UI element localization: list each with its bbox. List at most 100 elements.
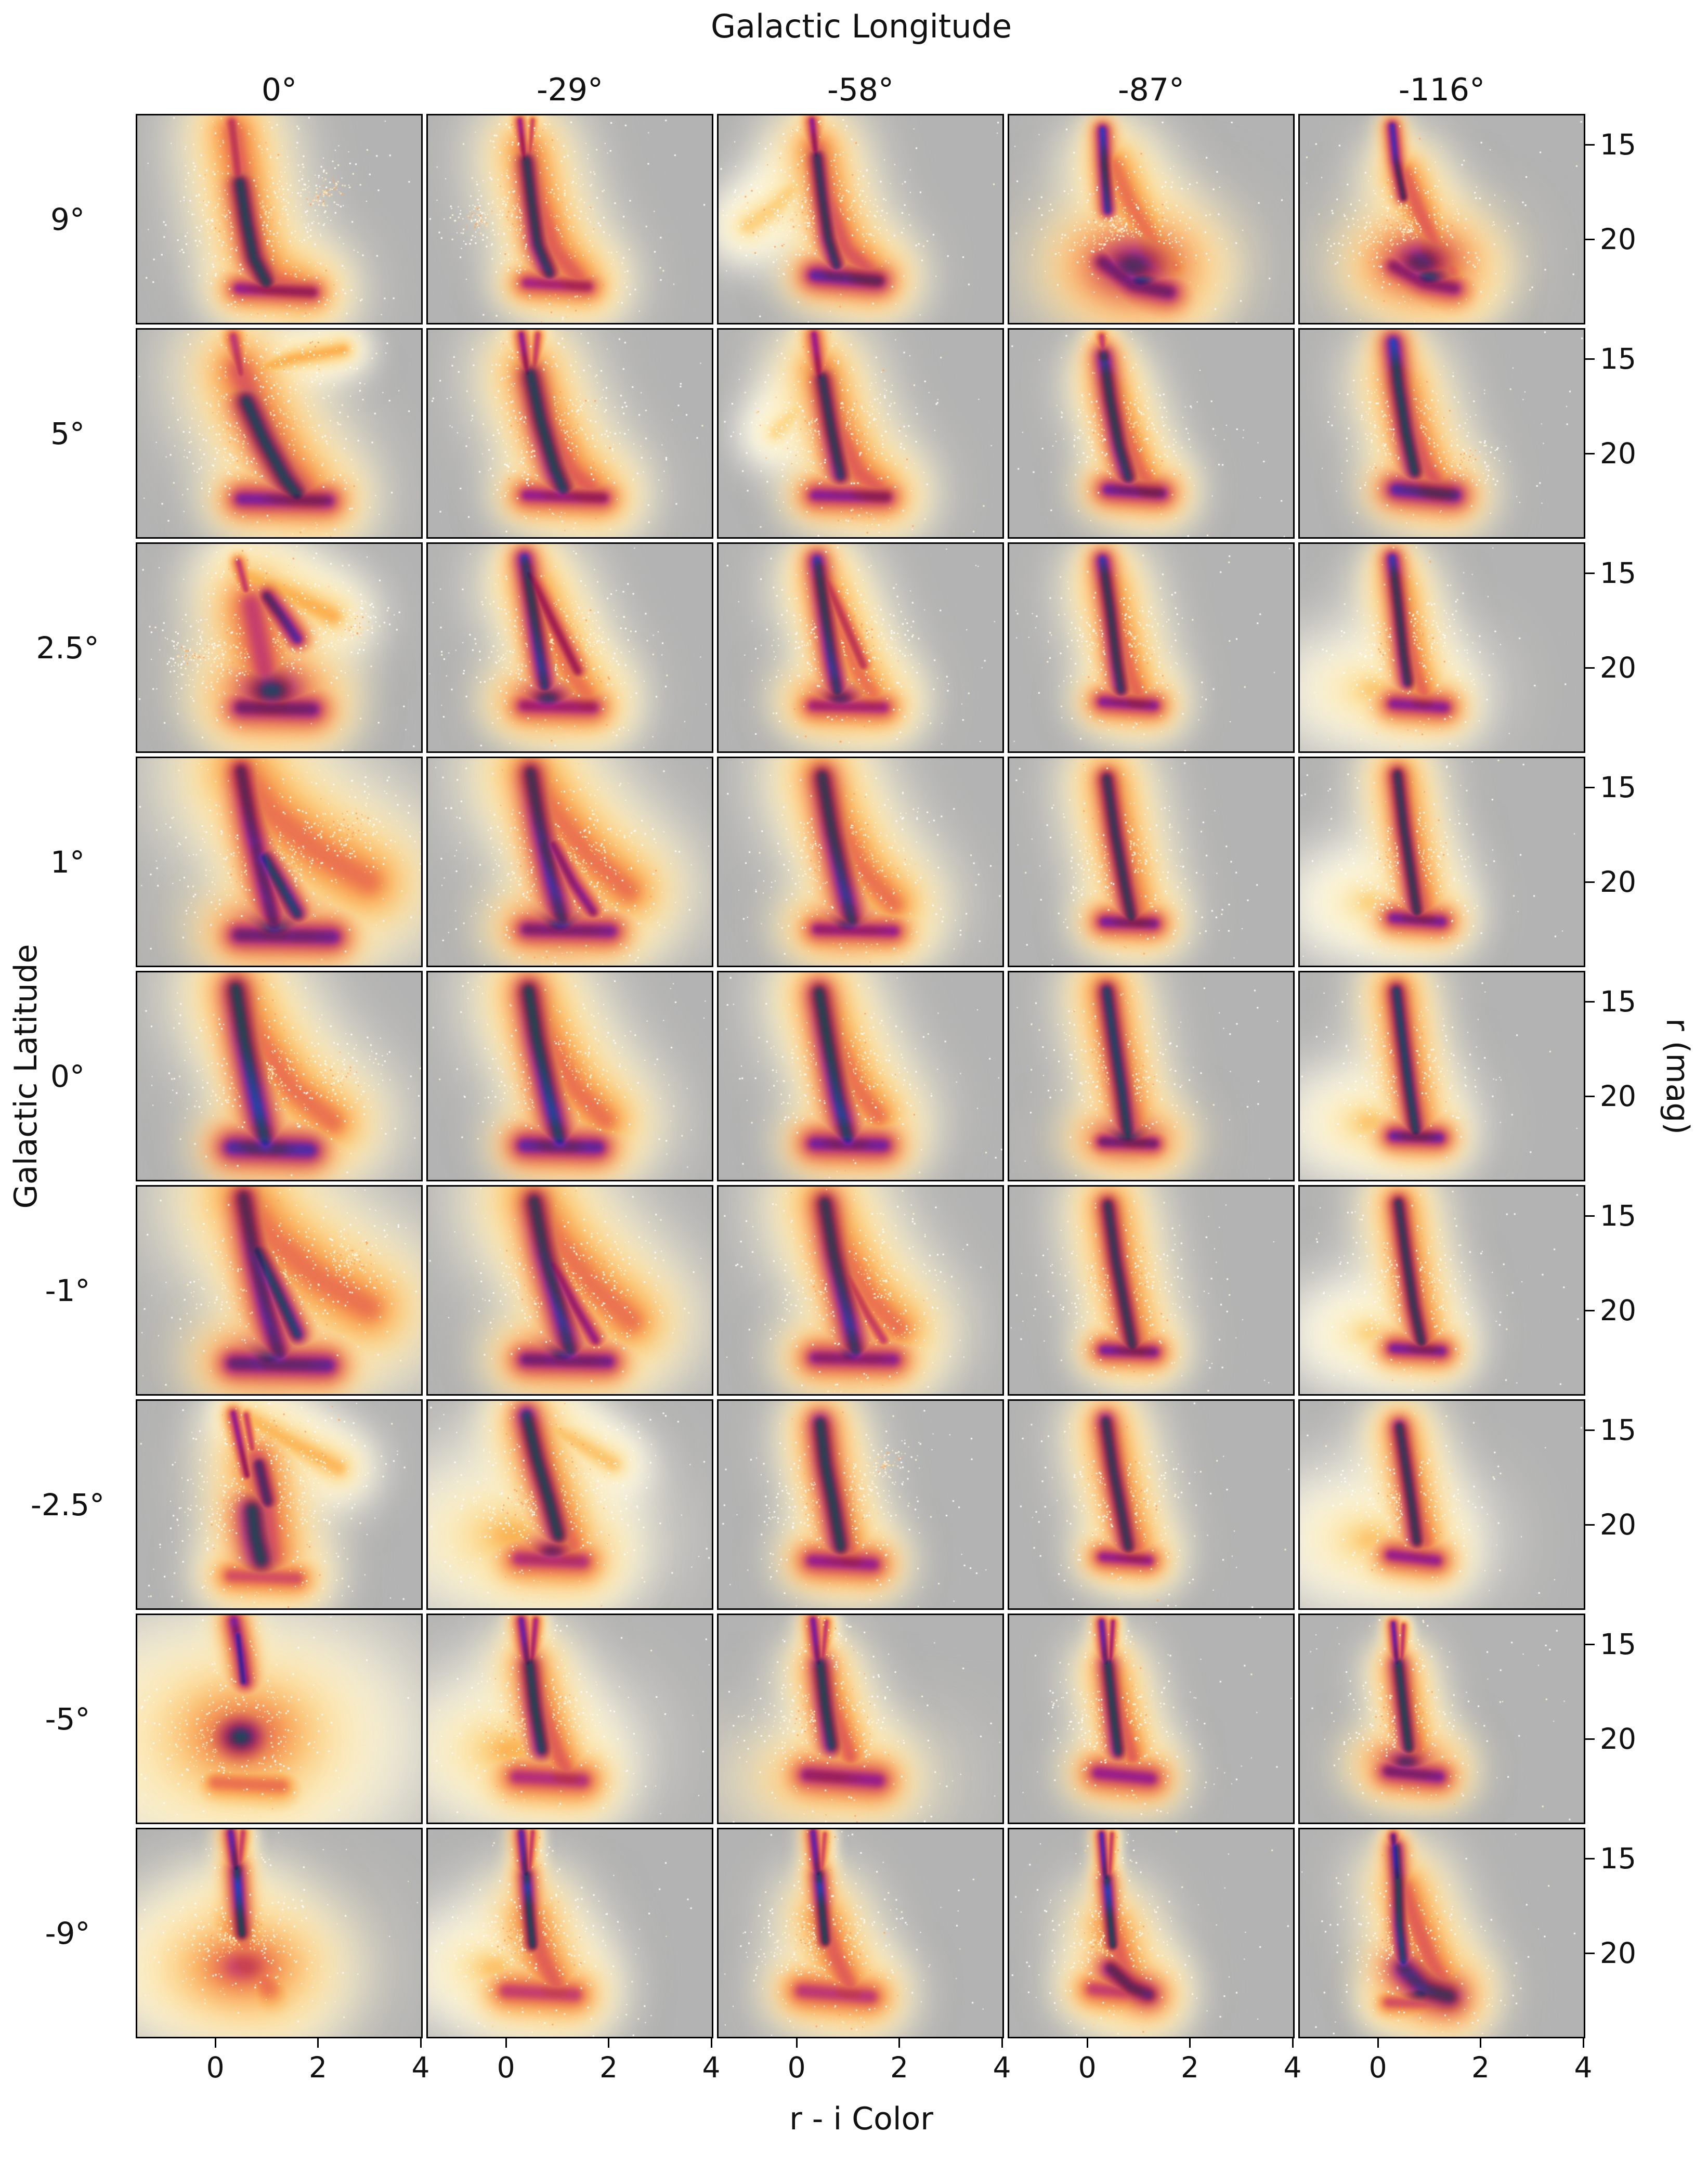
- right-axis-title: r (mag): [1659, 1018, 1696, 1135]
- panel-lat--2.5°-lon--87°: [1008, 1399, 1295, 1610]
- x-tick-label: 0: [1368, 2051, 1387, 2084]
- x-tick-label: 2: [309, 2051, 328, 2084]
- density-canvas: [1009, 1615, 1293, 1823]
- y-tick-mark: [1585, 144, 1595, 146]
- density-canvas: [428, 330, 712, 537]
- density-canvas: [719, 330, 1002, 537]
- panel-lat--1°-lon-0°: [136, 1185, 423, 1396]
- panel-lat-0°-lon--116°: [1298, 971, 1585, 1181]
- row-label-latitude: -2.5°: [30, 1487, 105, 1523]
- panel-lat--5°-lon-0°: [136, 1614, 423, 1824]
- y-tick-label: 20: [1600, 1936, 1636, 1970]
- x-tick-label: 4: [993, 2051, 1011, 2084]
- panel-lat-5°-lon-0°: [136, 328, 423, 539]
- panel-lat--9°-lon--116°: [1298, 1828, 1585, 2038]
- row-label-latitude: 0°: [50, 1058, 85, 1094]
- panel-lat-1°-lon--116°: [1298, 757, 1585, 967]
- y-tick-mark: [1585, 1738, 1595, 1740]
- y-tick-mark: [1585, 452, 1595, 454]
- x-tick-mark: [608, 2038, 610, 2048]
- density-canvas: [1300, 544, 1584, 751]
- col-header-longitude: -87°: [1118, 72, 1184, 108]
- x-tick-label: 0: [787, 2051, 806, 2084]
- panel-lat-0°-lon-0°: [136, 971, 423, 1181]
- density-canvas: [137, 758, 421, 966]
- y-tick-label: 15: [1600, 556, 1636, 590]
- x-tick-mark: [1480, 2038, 1482, 2048]
- y-tick-mark: [1585, 1952, 1595, 1954]
- row-label-latitude: 9°: [50, 201, 85, 237]
- density-canvas: [1300, 758, 1584, 966]
- y-tick-label: 15: [1600, 1199, 1636, 1233]
- panel-lat--1°-lon--29°: [426, 1185, 713, 1396]
- density-canvas: [137, 330, 421, 537]
- y-tick-label: 20: [1600, 437, 1636, 471]
- x-tick-mark: [1582, 2038, 1584, 2048]
- panel-lat--5°-lon--116°: [1298, 1614, 1585, 1824]
- x-tick-mark: [1292, 2038, 1294, 2048]
- panel-lat-2.5°-lon--29°: [426, 542, 713, 753]
- row-label-latitude: 2.5°: [36, 630, 99, 666]
- density-canvas: [1300, 330, 1584, 537]
- y-tick-label: 15: [1600, 985, 1636, 1019]
- density-canvas: [1300, 1187, 1584, 1394]
- density-canvas: [428, 758, 712, 966]
- x-tick-label: 4: [702, 2051, 721, 2084]
- y-tick-mark: [1585, 238, 1595, 240]
- density-canvas: [1009, 544, 1293, 751]
- x-tick-label: 2: [890, 2051, 909, 2084]
- panel-lat-1°-lon--29°: [426, 757, 713, 967]
- y-tick-mark: [1585, 1000, 1595, 1003]
- y-tick-label: 20: [1600, 1080, 1636, 1113]
- panel-lat-2.5°-lon--58°: [717, 542, 1004, 753]
- y-tick-label: 20: [1600, 1722, 1636, 1756]
- density-canvas: [137, 972, 421, 1180]
- density-canvas: [1009, 1187, 1293, 1394]
- density-canvas: [137, 115, 421, 323]
- panel-lat--5°-lon--58°: [717, 1614, 1004, 1824]
- row-label-latitude: -5°: [45, 1701, 90, 1737]
- x-axis-title: r - i Color: [789, 2101, 933, 2137]
- panel-lat-5°-lon--58°: [717, 328, 1004, 539]
- panel-lat--9°-lon--58°: [717, 1828, 1004, 2038]
- density-canvas: [719, 972, 1002, 1180]
- col-header-longitude: -58°: [827, 72, 894, 108]
- panel-lat-9°-lon--116°: [1298, 114, 1585, 324]
- density-canvas: [1300, 1615, 1584, 1823]
- row-label-latitude: -9°: [45, 1915, 90, 1951]
- panel-lat--9°-lon--29°: [426, 1828, 713, 2038]
- y-tick-mark: [1585, 1524, 1595, 1526]
- y-tick-label: 15: [1600, 1842, 1636, 1876]
- density-canvas: [1009, 1829, 1293, 2037]
- panel-lat-1°-lon-0°: [136, 757, 423, 967]
- panel-lat-1°-lon--58°: [717, 757, 1004, 967]
- panel-lat-9°-lon-0°: [136, 114, 423, 324]
- panel-lat--2.5°-lon-0°: [136, 1399, 423, 1610]
- x-tick-mark: [1086, 2038, 1088, 2048]
- y-tick-mark: [1585, 358, 1595, 360]
- y-tick-mark: [1585, 572, 1595, 574]
- y-tick-mark: [1585, 1215, 1595, 1217]
- panel-lat-5°-lon--87°: [1008, 328, 1295, 539]
- col-header-longitude: -29°: [537, 72, 603, 108]
- density-canvas: [719, 1401, 1002, 1608]
- panel-lat--5°-lon--29°: [426, 1614, 713, 1824]
- panel-lat-9°-lon--58°: [717, 114, 1004, 324]
- density-canvas: [719, 1829, 1002, 2037]
- y-tick-label: 15: [1600, 1628, 1636, 1661]
- y-tick-label: 20: [1600, 865, 1636, 899]
- panel-lat-2.5°-lon--87°: [1008, 542, 1295, 753]
- panel-lat--2.5°-lon--116°: [1298, 1399, 1585, 1610]
- x-tick-label: 4: [1574, 2051, 1593, 2084]
- density-canvas: [1009, 330, 1293, 537]
- panel-lat--2.5°-lon--58°: [717, 1399, 1004, 1610]
- density-canvas: [1300, 1401, 1584, 1608]
- panel-lat-0°-lon--29°: [426, 971, 713, 1181]
- col-header-longitude: 0°: [261, 72, 297, 108]
- x-tick-label: 0: [497, 2051, 515, 2084]
- density-canvas: [137, 1187, 421, 1394]
- density-canvas: [719, 115, 1002, 323]
- row-label-latitude: 5°: [50, 415, 85, 451]
- y-tick-label: 15: [1600, 1413, 1636, 1447]
- density-canvas: [719, 1187, 1002, 1394]
